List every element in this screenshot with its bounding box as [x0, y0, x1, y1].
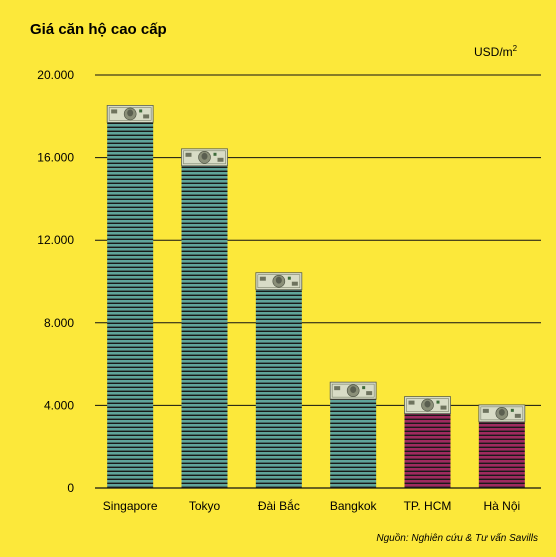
x-category-label: Singapore	[103, 499, 158, 513]
unit-label: USD/m2	[474, 44, 518, 59]
banknote-icon	[404, 396, 451, 414]
y-tick-label: 20.000	[37, 68, 74, 82]
y-tick-label: 0	[67, 481, 74, 495]
gridlines	[95, 74, 541, 489]
bars	[106, 105, 526, 489]
x-axis-categories: Singapore Tokyo Đài Bắc Bangkok TP. HCM Hà Nộ…	[103, 498, 520, 513]
bar-group	[181, 148, 228, 489]
y-tick-label: 8.000	[44, 316, 74, 330]
bar	[478, 419, 525, 488]
y-tick-label: 12.000	[37, 233, 74, 247]
y-tick-label: 4.000	[44, 398, 74, 412]
y-tick-label: 16.000	[37, 151, 74, 165]
x-category-label: Bangkok	[330, 499, 378, 513]
x-category-label: Tokyo	[189, 499, 221, 513]
bar-group	[329, 381, 377, 488]
source-note: Nguồn: Nghiên cứu & Tư vấn Savills	[376, 532, 538, 544]
x-category-label: TP. HCM	[404, 499, 452, 513]
banknote-icon	[329, 381, 377, 400]
bar	[330, 397, 377, 488]
bar-group	[404, 396, 451, 488]
bar-group	[478, 404, 526, 488]
banknote-icon	[181, 148, 228, 167]
x-category-label: Đài Bắc	[258, 498, 300, 513]
x-category-label: Hà Nội	[483, 499, 520, 513]
bar	[404, 411, 451, 488]
bar-group	[255, 272, 303, 488]
bar	[255, 287, 302, 488]
banknote-icon	[478, 404, 526, 423]
y-axis-ticks: 0 4.000 8.000 12.000 16.000 20.000	[37, 68, 74, 495]
bar	[107, 120, 154, 489]
chart-title: Giá căn hộ cao cấp	[30, 21, 167, 38]
banknote-icon	[106, 105, 154, 123]
banknote-icon	[255, 272, 303, 291]
bar-group	[106, 105, 154, 489]
bar	[181, 163, 228, 489]
